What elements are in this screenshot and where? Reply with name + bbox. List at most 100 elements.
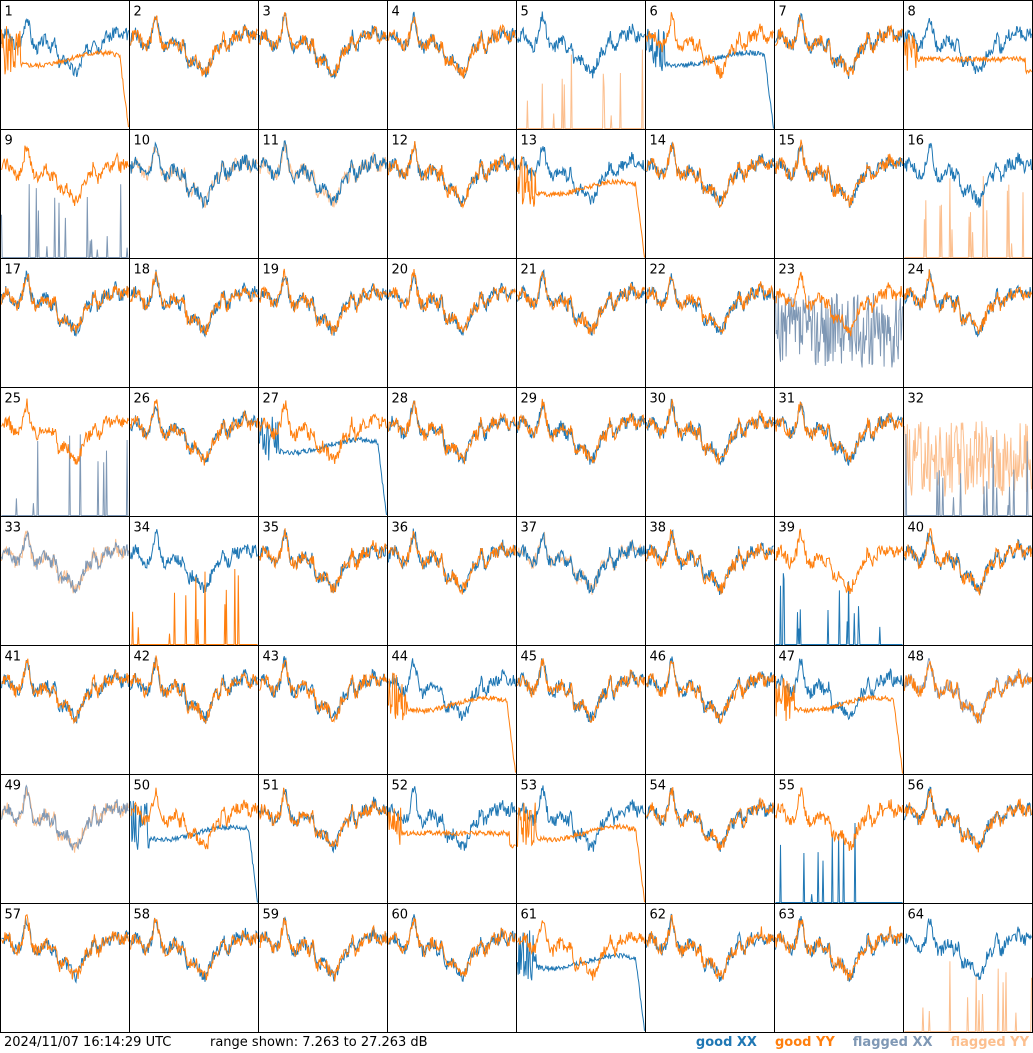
- trace-yy: [904, 961, 1032, 1032]
- trace-yy: [775, 675, 903, 774]
- trace-yy: [259, 659, 387, 723]
- panel-37: 37: [516, 516, 646, 646]
- panel-frame: [774, 387, 904, 517]
- panel-label: 22: [650, 263, 667, 278]
- trace-yy: [1, 398, 129, 465]
- panel-label: 45: [521, 650, 538, 665]
- panel-frame: [258, 387, 388, 517]
- trace-yy: [517, 49, 645, 129]
- panel-label: 47: [779, 650, 796, 665]
- panel-label: 25: [5, 392, 22, 407]
- trace-xx: [388, 658, 516, 721]
- panel-label: 46: [650, 650, 667, 665]
- panel-1: 1: [0, 0, 130, 130]
- panel-label: 8: [908, 5, 916, 20]
- trace-xx: [130, 141, 258, 209]
- trace-yy: [517, 802, 645, 903]
- panel-frame: [516, 387, 646, 517]
- trace-yy: [130, 655, 258, 725]
- panel-53: 53: [516, 774, 646, 904]
- panel-label: 27: [263, 392, 280, 407]
- panel-55: 55: [774, 774, 904, 904]
- panel-20: 20: [387, 258, 517, 388]
- panel-frame: [774, 258, 904, 388]
- panel-label: 56: [908, 779, 925, 794]
- panel-frame: [0, 0, 130, 130]
- panel-label: 40: [908, 521, 925, 536]
- panel-38: 38: [645, 516, 775, 646]
- panel-4: 4: [387, 0, 517, 130]
- panel-label: 62: [650, 908, 667, 923]
- panel-31: 31: [774, 387, 904, 517]
- timestamp: 2024/11/07 16:14:29 UTC: [4, 1035, 172, 1050]
- panel-label: 14: [650, 134, 667, 149]
- trace-yy: [259, 268, 387, 336]
- panel-10: 10: [129, 129, 259, 259]
- panel-frame: [774, 129, 904, 259]
- panel-frame: [129, 387, 259, 517]
- trace-yy: [259, 12, 387, 77]
- trace-yy: [775, 14, 903, 77]
- panel-frame: [258, 129, 388, 259]
- panel-label: 34: [134, 521, 151, 536]
- trace-yy: [388, 917, 516, 977]
- panel-frame: [903, 645, 1033, 775]
- trace-xx: [517, 930, 645, 1031]
- panel-frame: [387, 387, 517, 517]
- panel-label: 36: [392, 521, 409, 536]
- panel-label: 53: [521, 779, 538, 794]
- panel-frame: [387, 129, 517, 259]
- trace-yy: [646, 660, 774, 725]
- legend-flagged-xx: flagged XX: [852, 1035, 933, 1050]
- panel-label: 2: [134, 5, 142, 20]
- trace-xx: [646, 787, 774, 852]
- panel-label: 35: [263, 521, 280, 536]
- trace-yy: [130, 399, 258, 466]
- panel-label: 3: [263, 5, 271, 20]
- trace-yy: [1, 145, 129, 206]
- trace-yy: [646, 276, 774, 335]
- trace-yy: [1, 273, 129, 334]
- panel-7: 7: [774, 0, 904, 130]
- panel-frame: [645, 0, 775, 130]
- panel-18: 18: [129, 258, 259, 388]
- panel-label: 37: [521, 521, 538, 536]
- panel-33: 33: [0, 516, 130, 646]
- panel-62: 62: [645, 903, 775, 1033]
- trace-yy: [388, 269, 516, 334]
- legend-good-xx: good XX: [695, 1035, 757, 1050]
- panel-frame: [0, 258, 130, 388]
- trace-yy: [517, 271, 645, 335]
- trace-yy: [517, 398, 645, 464]
- trace-yy: [646, 787, 774, 851]
- panel-41: 41: [0, 645, 130, 775]
- panel-label: 51: [263, 779, 280, 794]
- panel-32: 32: [903, 387, 1033, 517]
- panel-5: 5: [516, 0, 646, 130]
- legend-good-yy: good YY: [774, 1035, 835, 1050]
- panel-label: 31: [779, 392, 796, 407]
- trace-yy: [1, 914, 129, 980]
- panel-label: 1: [5, 5, 13, 20]
- trace-yy: [775, 919, 903, 981]
- trace-yy: [646, 398, 774, 465]
- trace-yy: [130, 271, 258, 336]
- panel-label: 21: [521, 263, 538, 278]
- panel-label: 16: [908, 134, 925, 149]
- panel-label: 52: [392, 779, 409, 794]
- trace-xx: [775, 292, 903, 368]
- panel-frame: [387, 516, 517, 646]
- panel-51: 51: [258, 774, 388, 904]
- trace-yy: [904, 421, 1032, 497]
- trace-yy: [517, 156, 645, 258]
- trace-xx: [130, 269, 258, 338]
- panel-label: 7: [779, 5, 787, 20]
- panel-60: 60: [387, 903, 517, 1033]
- trace-yy: [904, 528, 1032, 597]
- trace-xx: [904, 142, 1032, 208]
- trace-xx: [130, 800, 258, 903]
- panel-label: 30: [650, 392, 667, 407]
- panel-frame: [129, 774, 259, 904]
